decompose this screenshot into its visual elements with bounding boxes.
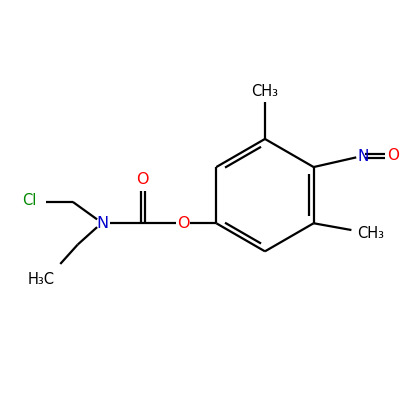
Text: Cl: Cl (22, 194, 36, 208)
Text: H₃C: H₃C (28, 272, 54, 287)
Text: O: O (136, 172, 149, 188)
Text: CH₃: CH₃ (252, 84, 278, 99)
Text: O: O (177, 216, 190, 231)
Text: N: N (96, 216, 108, 231)
Text: O: O (387, 148, 399, 163)
Text: CH₃: CH₃ (357, 226, 384, 242)
Text: N: N (357, 149, 368, 164)
